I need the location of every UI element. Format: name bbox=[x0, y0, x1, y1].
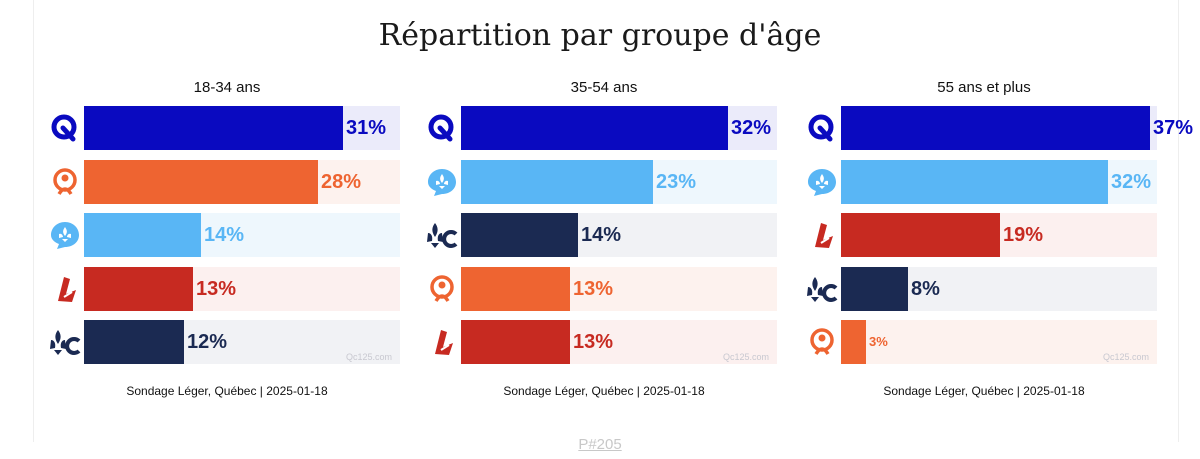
page-frame bbox=[33, 0, 1179, 442]
source-caption: Sondage Léger, Québec | 2025-01-18 bbox=[503, 384, 705, 398]
footer-link[interactable]: P#205 bbox=[578, 436, 622, 453]
qs-logo-icon bbox=[805, 160, 839, 204]
source-caption: Sondage Léger, Québec | 2025-01-18 bbox=[126, 384, 328, 398]
data-label: 32% bbox=[731, 117, 772, 139]
panel-title: 35-54 ans bbox=[570, 79, 638, 96]
bar bbox=[84, 159, 318, 204]
data-label: 13% bbox=[573, 331, 614, 353]
bar-track: 3% Qc125.com bbox=[841, 320, 1157, 364]
conservative-logo-icon bbox=[48, 160, 82, 204]
data-label: 32% bbox=[1111, 170, 1152, 193]
bar-row: 37% bbox=[805, 106, 1193, 150]
data-label: 14% bbox=[204, 224, 245, 246]
bar-track: 23% bbox=[461, 159, 777, 204]
panel-title: 55 ans et plus bbox=[937, 79, 1031, 96]
bar-row: 28% bbox=[48, 159, 406, 204]
bar bbox=[841, 106, 1150, 150]
pq-logo-icon bbox=[48, 106, 82, 150]
bar-row: 12% Qc125.com bbox=[48, 320, 406, 364]
panel-title: 18-34 ans bbox=[193, 79, 261, 96]
bar-row: 19% bbox=[805, 213, 1163, 257]
watermark: Qc125.com bbox=[1102, 352, 1149, 362]
bar bbox=[461, 159, 653, 204]
liberal-logo-icon bbox=[805, 213, 839, 257]
bar bbox=[841, 266, 908, 311]
bar-track: 32% bbox=[841, 159, 1157, 204]
conservative-logo-icon bbox=[805, 320, 839, 364]
data-label: 8% bbox=[911, 277, 940, 300]
bar bbox=[461, 213, 578, 257]
liberal-logo-icon bbox=[425, 320, 459, 364]
bar bbox=[84, 213, 201, 257]
data-label: 3% bbox=[869, 334, 888, 349]
bar-track: 28% bbox=[84, 159, 400, 204]
watermark: Qc125.com bbox=[722, 352, 769, 362]
qs-logo-icon bbox=[425, 160, 459, 204]
data-label: 12% bbox=[187, 331, 228, 353]
bar-track: 14% bbox=[84, 213, 400, 257]
bar-track: 13% bbox=[84, 266, 400, 311]
bar-row: 23% bbox=[425, 159, 783, 204]
age-group-panel-1: 18-34 ans 31% 28% 14% 13% 12% Qc125.com Sondage… bbox=[48, 76, 406, 406]
bar-row: 14% bbox=[48, 213, 406, 257]
conservative-logo-icon bbox=[425, 267, 459, 311]
bar bbox=[461, 266, 570, 311]
data-label: 19% bbox=[1003, 224, 1044, 246]
bar-track: 32% bbox=[461, 106, 777, 150]
bar-track: 14% bbox=[461, 213, 777, 257]
bar bbox=[84, 266, 193, 311]
bar-track: 31% bbox=[84, 106, 400, 150]
bar bbox=[461, 106, 728, 150]
bar-row: 8% bbox=[805, 266, 1163, 311]
bar bbox=[461, 320, 570, 364]
source-caption: Sondage Léger, Québec | 2025-01-18 bbox=[883, 384, 1085, 398]
bar bbox=[841, 159, 1108, 204]
caq-logo-icon bbox=[425, 213, 459, 257]
bar bbox=[841, 213, 1000, 257]
pq-logo-icon bbox=[805, 106, 839, 150]
bar-row: 14% bbox=[425, 213, 783, 257]
bar-row: 32% bbox=[805, 159, 1163, 204]
bar-row: 13% Qc125.com bbox=[425, 320, 783, 364]
data-label: 31% bbox=[346, 117, 387, 139]
bar-track: 13% bbox=[461, 266, 777, 311]
data-label: 14% bbox=[581, 224, 622, 246]
bar-row: 13% bbox=[48, 266, 406, 311]
bar bbox=[841, 320, 866, 364]
caq-logo-icon bbox=[805, 267, 839, 311]
bar-track: 12% Qc125.com bbox=[84, 320, 400, 364]
data-label: 13% bbox=[196, 277, 237, 300]
caq-logo-icon bbox=[48, 320, 82, 364]
bar-track: 8% bbox=[841, 266, 1157, 311]
chart-title: Répartition par groupe d'âge bbox=[378, 18, 822, 53]
bar bbox=[84, 106, 343, 150]
watermark: Qc125.com bbox=[345, 352, 392, 362]
bar-track: 19% bbox=[841, 213, 1157, 257]
bar bbox=[84, 320, 184, 364]
data-label: 13% bbox=[573, 277, 614, 300]
data-label: 28% bbox=[321, 170, 362, 193]
bar-row: 3% Qc125.com bbox=[805, 320, 1163, 364]
bar-row: 32% bbox=[425, 106, 783, 150]
bar-track: 37% bbox=[841, 106, 1193, 150]
pq-logo-icon bbox=[425, 106, 459, 150]
bar-track: 13% Qc125.com bbox=[461, 320, 777, 364]
qs-logo-icon bbox=[48, 213, 82, 257]
bar-row: 13% bbox=[425, 266, 783, 311]
age-group-panel-3: 55 ans et plus 37% 32% 19% 8% 3% Qc125.com Sond… bbox=[805, 76, 1193, 406]
bar-row: 31% bbox=[48, 106, 406, 150]
data-label: 37% bbox=[1153, 117, 1194, 139]
age-group-panel-2: 35-54 ans 32% 23% 14% 13% 13% Qc125.com Sondage… bbox=[425, 76, 783, 406]
liberal-logo-icon bbox=[48, 267, 82, 311]
data-label: 23% bbox=[656, 170, 697, 193]
